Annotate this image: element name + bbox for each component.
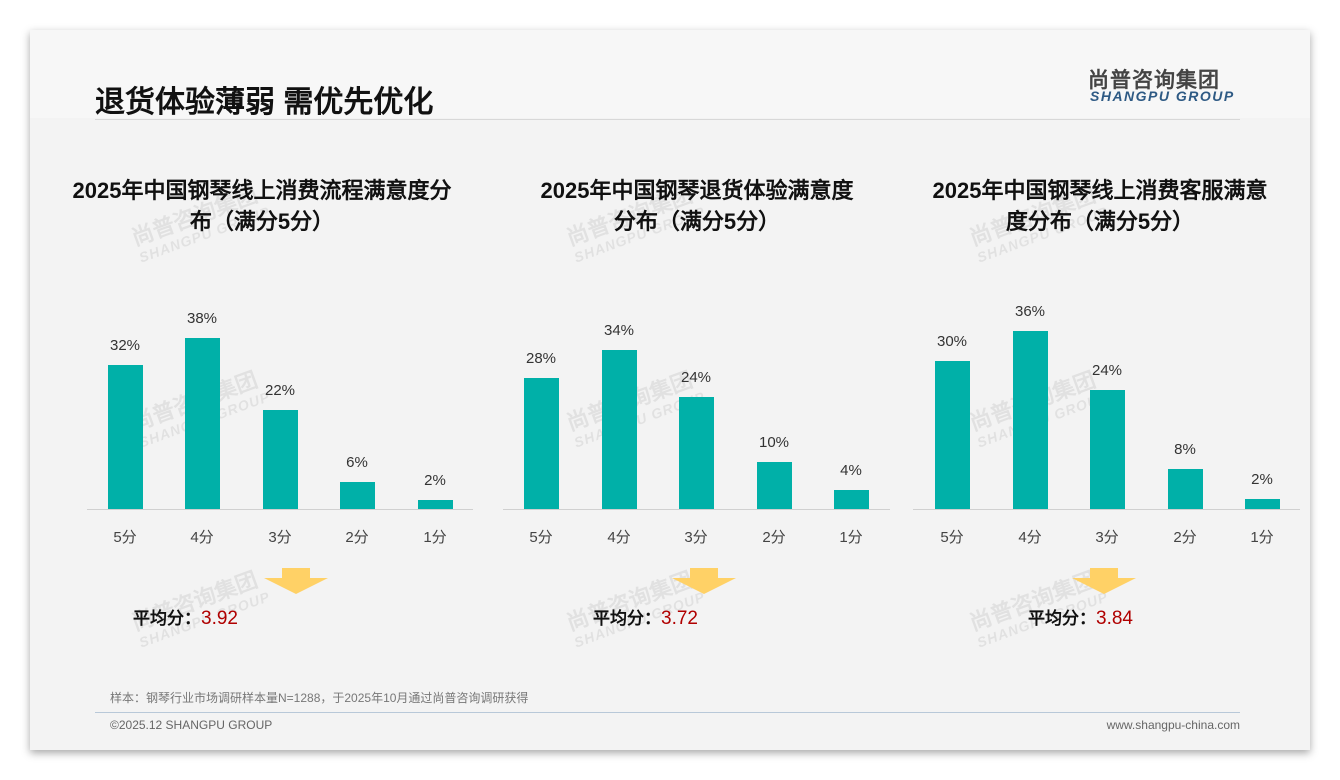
x-tick-label: 3分 <box>268 529 292 546</box>
bar-4分 <box>185 338 220 509</box>
x-tick-label: 5分 <box>113 529 137 546</box>
bar-3分 <box>263 410 298 509</box>
chart-title-line1: 2025年中国钢琴线上消费流程满意度分 <box>72 178 452 203</box>
average-score: 平均分：3.92 <box>133 604 238 630</box>
bar-2分 <box>1168 469 1203 509</box>
x-axis <box>87 509 473 510</box>
data-label: 10% <box>758 434 790 452</box>
data-label: 24% <box>680 368 712 386</box>
logo-english: SHANGPU GROUP <box>1090 88 1235 104</box>
average-score: 平均分：3.72 <box>593 604 698 630</box>
website-link[interactable]: www.shangpu-china.com <box>1106 718 1240 732</box>
x-tick-label: 2分 <box>1173 529 1197 546</box>
data-label: 2% <box>1251 471 1273 489</box>
x-tick-label: 3分 <box>684 529 708 546</box>
chart-title-line1: 2025年中国钢琴线上消费客服满意 <box>932 178 1268 203</box>
data-label: 2% <box>424 472 446 489</box>
average-label: 平均分： <box>593 609 661 628</box>
x-tick-label: 5分 <box>940 529 964 546</box>
footer-divider <box>95 712 1240 713</box>
bar-1分 <box>834 490 869 509</box>
bar-4分 <box>602 349 637 509</box>
chart-title-line2: 度分布（满分5分） <box>1005 209 1195 234</box>
x-tick-label: 1分 <box>423 529 447 546</box>
data-label: 30% <box>936 332 968 350</box>
data-label: 22% <box>264 382 296 399</box>
x-tick-label: 5分 <box>529 529 553 546</box>
average-value: 3.92 <box>201 608 238 629</box>
header-band <box>30 30 1310 118</box>
data-label: 8% <box>1174 441 1196 459</box>
average-label: 平均分： <box>133 609 201 628</box>
data-label: 32% <box>109 337 141 354</box>
average-value: 3.84 <box>1096 608 1133 629</box>
bar-5分 <box>935 360 970 509</box>
chart-title: 2025年中国钢琴线上消费流程满意度分 布（满分5分） <box>42 175 482 237</box>
x-tick-label: 2分 <box>345 529 369 546</box>
chart-title-line1: 2025年中国钢琴退货体验满意度 <box>540 178 854 203</box>
data-label: 6% <box>346 454 368 471</box>
x-axis <box>913 509 1300 510</box>
bar-4分 <box>1013 331 1048 509</box>
bar-3分 <box>679 396 714 509</box>
data-label: 38% <box>186 310 218 327</box>
data-label: 34% <box>603 321 635 339</box>
chart-title-line2: 分布（满分5分） <box>613 209 781 234</box>
average-label: 平均分： <box>1028 609 1096 628</box>
bar-5分 <box>524 377 559 509</box>
header-divider <box>95 119 1240 120</box>
copyright: ©2025.12 SHANGPU GROUP <box>110 718 273 732</box>
x-tick-label: 1分 <box>1250 529 1274 546</box>
average-value: 3.72 <box>661 608 698 629</box>
bar-1分 <box>1245 499 1280 509</box>
chart-title: 2025年中国钢琴线上消费客服满意 度分布（满分5分） <box>880 175 1320 237</box>
bar-1分 <box>418 500 453 509</box>
data-label: 4% <box>840 462 862 480</box>
bar-2分 <box>340 482 375 509</box>
x-tick-label: 1分 <box>839 529 863 546</box>
bar-3分 <box>1090 390 1125 509</box>
slide: 退货体验薄弱 需优先优化 尚普咨询集团 SHANGPU GROUP 2025年中… <box>30 30 1310 750</box>
x-tick-label: 2分 <box>762 529 786 546</box>
x-tick-label: 4分 <box>1018 529 1042 546</box>
average-score: 平均分：3.84 <box>1028 604 1133 630</box>
data-label: 28% <box>525 349 557 367</box>
bar-2分 <box>757 462 792 509</box>
x-axis <box>503 509 890 510</box>
chart-title-line2: 布（满分5分） <box>189 209 335 234</box>
chart-title: 2025年中国钢琴退货体验满意度 分布（满分5分） <box>477 175 917 237</box>
bar-5分 <box>108 365 143 509</box>
logo-chinese: 尚普咨询集团 <box>1088 69 1220 92</box>
sample-note: 样本：钢琴行业市场调研样本量N=1288，于2025年10月通过尚普咨询调研获得 <box>110 691 529 705</box>
x-tick-label: 4分 <box>607 529 631 546</box>
page-title: 退货体验薄弱 需优先优化 <box>95 86 434 119</box>
x-tick-label: 3分 <box>1095 529 1119 546</box>
x-tick-label: 4分 <box>190 529 214 546</box>
data-label: 36% <box>1014 303 1046 321</box>
data-label: 24% <box>1091 362 1123 380</box>
